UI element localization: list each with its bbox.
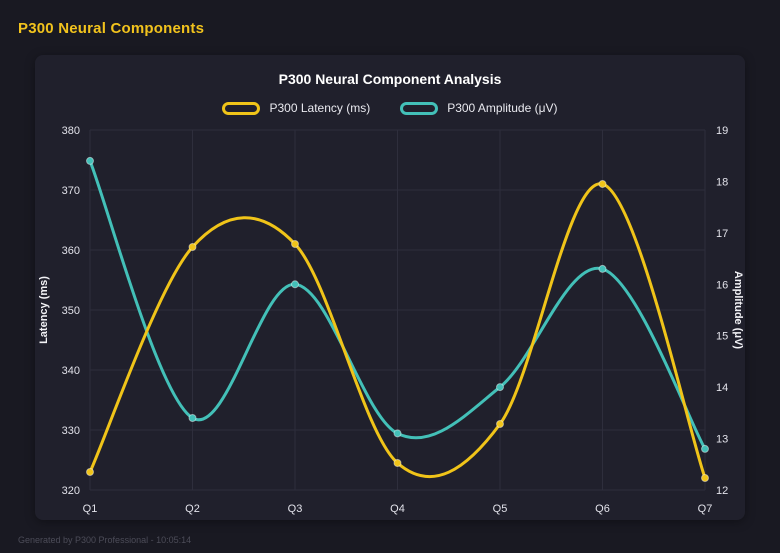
chart-legend: P300 Latency (ms) P300 Amplitude (μV): [35, 101, 745, 115]
data-point-marker: [598, 180, 607, 188]
x-axis-tick-label: Q1: [83, 503, 98, 515]
grid-lines: [89, 129, 706, 491]
left-axis-tick-label: 330: [62, 425, 80, 437]
x-axis-tick-label: Q3: [288, 503, 303, 515]
series-amplitude: [86, 156, 709, 453]
data-point-marker: [188, 414, 197, 422]
legend-item-amplitude[interactable]: P300 Amplitude (μV): [400, 101, 558, 115]
data-point-marker: [701, 444, 709, 453]
data-point-marker: [86, 156, 94, 165]
page-title: P300 Neural Components: [18, 20, 205, 37]
data-point-marker: [291, 280, 299, 289]
left-axis-tick-label: 340: [62, 365, 80, 377]
x-axis-tick-label: Q4: [390, 503, 405, 515]
data-point-marker: [86, 468, 94, 476]
chart-title: P300 Neural Component Analysis: [278, 71, 502, 87]
right-axis-tick-label: 13: [716, 434, 728, 446]
data-point-marker: [598, 264, 607, 273]
left-axis-tick-label: 380: [62, 125, 80, 137]
right-axis-tick-label: 15: [716, 331, 728, 343]
latency-line-swatch: [222, 101, 261, 115]
data-point-marker: [393, 459, 402, 467]
data-point-marker: [496, 420, 504, 428]
left-axis-tick-label: 350: [62, 305, 80, 317]
data-point-marker: [701, 474, 709, 482]
right-axis-tick-label: 17: [716, 228, 728, 240]
legend-label-amplitude: P300 Amplitude (μV): [447, 101, 558, 115]
legend-label-latency: P300 Latency (ms): [269, 101, 371, 115]
series-latency: [86, 180, 709, 482]
data-point-marker: [496, 383, 504, 392]
right-axis-tick-label: 18: [716, 176, 728, 188]
page-footer: Generated by P300 Professional - 10:05:1…: [18, 535, 192, 545]
left-axis-tick-label: 360: [62, 245, 80, 257]
data-point-marker: [393, 429, 402, 438]
legend-item-latency[interactable]: P300 Latency (ms): [222, 101, 370, 115]
right-axis-title: Amplitude (μV): [732, 271, 744, 350]
amplitude-line-swatch: [400, 101, 439, 115]
data-point-marker: [188, 243, 197, 251]
chart-canvas: 320 330 340 350 360 370 380 12 13 14 15 16 17 18 19 Q1 Q…: [38, 125, 744, 515]
data-point-marker: [291, 240, 299, 248]
right-axis-tick-label: 14: [716, 382, 728, 394]
right-axis-tick-label: 16: [716, 279, 728, 291]
chart-card: P300 Neural Component Analysis P300 Late…: [35, 55, 745, 520]
x-axis-tick-label: Q6: [595, 503, 610, 515]
left-axis-title: Latency (ms): [38, 276, 50, 344]
x-axis-tick-label: Q5: [493, 503, 508, 515]
left-axis-tick-label: 370: [62, 185, 80, 197]
right-axis-tick-label: 12: [716, 485, 728, 497]
right-axis-tick-label: 19: [716, 125, 728, 137]
left-axis-tick-label: 320: [62, 485, 80, 497]
x-axis-tick-label: Q2: [185, 503, 200, 515]
x-axis-tick-label: Q7: [698, 503, 713, 515]
